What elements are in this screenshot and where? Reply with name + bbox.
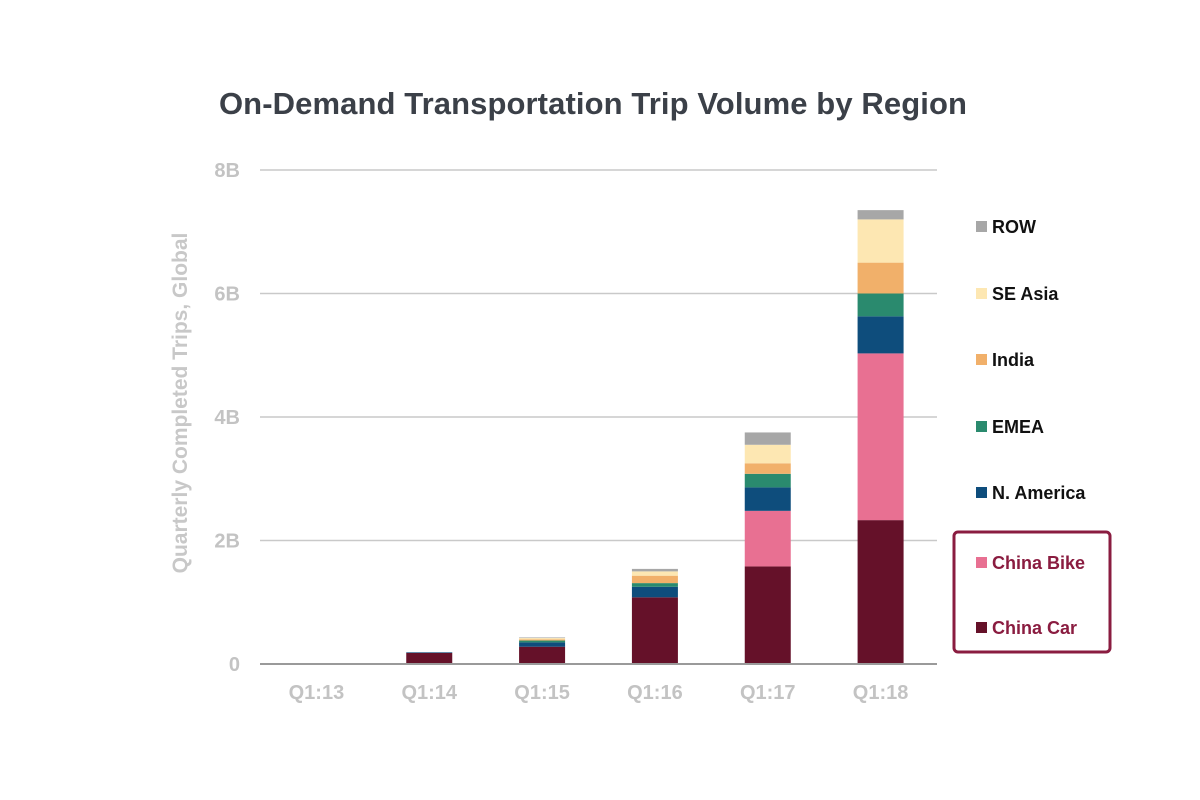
bar-segment	[744, 566, 791, 664]
chart-title: On-Demand Transportation Trip Volume by …	[218, 86, 968, 121]
x-tick-label: Q1:13	[289, 682, 345, 704]
x-tick-label: Q1:16	[627, 682, 683, 704]
legend-highlight-box	[952, 530, 1112, 654]
bar-segment	[857, 353, 904, 521]
legend-swatch	[976, 487, 987, 498]
bar-segment	[406, 652, 453, 653]
bar-segment	[519, 639, 566, 641]
bar-segment	[631, 575, 678, 584]
bar-segment	[631, 568, 678, 572]
x-axis-ticks: Q1:13 Q1:14 Q1:15 Q1:16 Q1:17 Q1:18	[289, 682, 909, 704]
y-axis-ticks: 0 2B 4B 6B 8B	[214, 160, 240, 676]
legend-swatch	[976, 622, 987, 633]
y-tick-label: 4B	[214, 407, 240, 429]
bar-segment	[631, 586, 678, 598]
x-tick-label: Q1:14	[401, 682, 457, 704]
x-tick-label: Q1:17	[740, 682, 796, 704]
legend-swatch	[976, 557, 987, 568]
bar-segment	[631, 583, 678, 587]
bar-segment	[406, 652, 453, 664]
x-tick-label: Q1:18	[853, 682, 909, 704]
bar-segment	[857, 262, 904, 294]
bar-segment	[857, 316, 904, 354]
bar-segment	[519, 642, 566, 647]
legend: ROW SE Asia India EMEA N. America China Bike C…	[976, 217, 1086, 638]
bar-segment	[857, 210, 904, 220]
legend-swatch	[976, 288, 987, 299]
bar-segment	[519, 640, 566, 643]
legend-label: EMEA	[992, 417, 1044, 437]
x-tick-label: Q1:15	[514, 682, 570, 704]
legend-label: SE Asia	[992, 284, 1059, 304]
y-tick-label: 2B	[214, 531, 240, 553]
y-tick-label: 0	[229, 654, 240, 676]
bar-segment	[519, 638, 566, 640]
legend-label: China Bike	[992, 553, 1085, 573]
legend-label: China Car	[992, 618, 1077, 638]
bars	[406, 210, 904, 664]
bar-segment	[744, 444, 791, 464]
bar-segment	[519, 646, 566, 664]
gridlines	[260, 169, 937, 542]
legend-label: N. America	[992, 483, 1086, 503]
bar-segment	[631, 597, 678, 664]
legend-swatch	[976, 421, 987, 432]
y-axis-title: Quarterly Completed Trips, Global	[169, 233, 192, 574]
legend-swatch	[976, 221, 987, 232]
bar-segment	[744, 473, 791, 488]
y-tick-label: 6B	[214, 284, 240, 306]
bar-segment	[857, 219, 904, 263]
legend-label: ROW	[992, 217, 1036, 237]
bar-segment	[519, 637, 566, 639]
bar-segment	[631, 571, 678, 576]
bar-segment	[857, 293, 904, 317]
bar-segment	[744, 432, 791, 445]
legend-swatch	[976, 354, 987, 365]
bar-segment	[744, 463, 791, 474]
bar-segment	[744, 487, 791, 511]
y-tick-label: 8B	[214, 160, 240, 182]
bar-segment	[744, 510, 791, 567]
bar-segment	[857, 520, 904, 664]
legend-label: India	[992, 350, 1035, 370]
